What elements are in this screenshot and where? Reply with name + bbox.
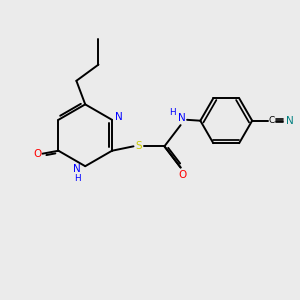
Text: N: N bbox=[73, 164, 81, 174]
Text: N: N bbox=[115, 112, 122, 122]
Text: S: S bbox=[135, 141, 142, 151]
Text: C: C bbox=[269, 116, 275, 125]
Text: O: O bbox=[33, 149, 41, 159]
Text: H: H bbox=[74, 174, 80, 183]
Text: H: H bbox=[169, 108, 176, 117]
Text: O: O bbox=[178, 170, 186, 180]
Text: N: N bbox=[178, 113, 186, 123]
Text: N: N bbox=[286, 116, 293, 126]
